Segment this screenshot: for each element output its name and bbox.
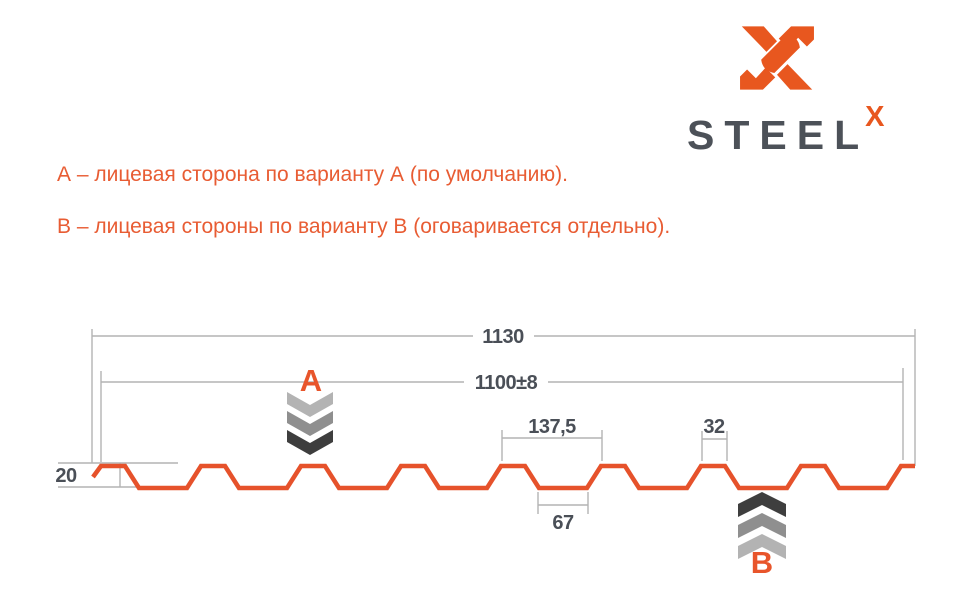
dim-label-1100: 1100±8 (475, 372, 538, 394)
dim-label-1130: 1130 (482, 326, 524, 348)
sheet-profile-outline (91, 463, 915, 491)
dimension-rib-top: 32 (701, 416, 728, 461)
note-side-b: В – лицевая стороны по варианту В (огова… (57, 215, 671, 238)
dimension-valley: 67 (537, 492, 589, 534)
chevrons-down-icon (287, 392, 333, 455)
steelx-wordmark: STEEL X (687, 103, 917, 156)
chevrons-up-icon (738, 492, 786, 559)
side-b-letter: B (751, 545, 773, 580)
dimension-rib-pitch: 137,5 (501, 416, 603, 461)
dimension-overall-width: 1130 (91, 326, 916, 466)
side-a-letter: A (300, 363, 322, 398)
side-b-marker: B (738, 492, 786, 580)
steelx-logo: STEEL X (680, 15, 920, 156)
logo-steel-text: STEEL (687, 112, 870, 158)
dim-label-20: 20 (55, 465, 77, 487)
dim-label-67: 67 (552, 512, 574, 534)
logo-x-superscript: X (865, 101, 885, 133)
note-side-a: А – лицевая сторона по варианту А (по ум… (57, 163, 568, 186)
dim-label-137-5: 137,5 (528, 416, 576, 438)
side-a-marker: A (287, 363, 333, 455)
steelx-logo-icon (740, 26, 814, 90)
dim-label-32: 32 (703, 416, 725, 438)
dimension-working-width: 1100±8 (100, 368, 904, 462)
